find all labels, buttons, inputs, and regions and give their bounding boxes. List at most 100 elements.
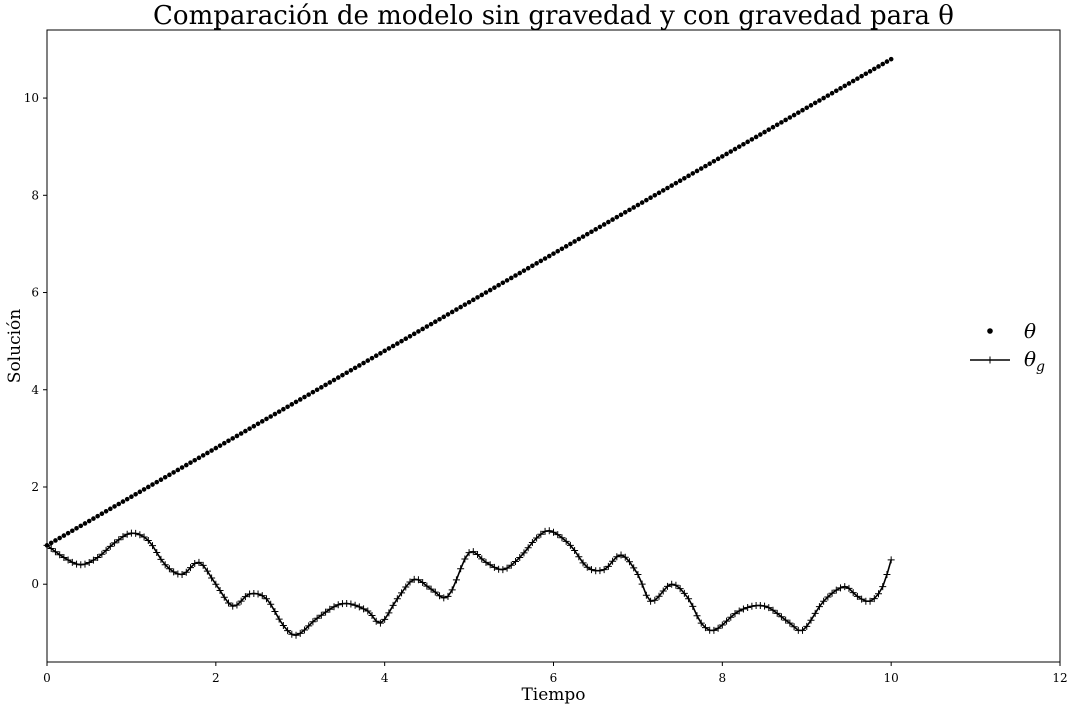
legend-theta-label: θ xyxy=(1024,319,1036,343)
theta-point xyxy=(821,95,826,101)
theta-point xyxy=(838,86,843,91)
theta-point xyxy=(644,197,649,203)
theta-point xyxy=(817,98,822,103)
theta-point xyxy=(146,484,151,490)
theta-point xyxy=(677,178,683,184)
theta-g-marker xyxy=(119,533,127,541)
legend-theta-marker xyxy=(987,328,993,334)
theta-point xyxy=(555,248,561,254)
theta-point xyxy=(707,161,712,166)
theta-point xyxy=(627,207,632,213)
theta-g-marker xyxy=(870,595,878,603)
theta-point xyxy=(487,287,493,293)
theta-point xyxy=(842,83,848,89)
theta-point xyxy=(880,61,886,67)
theta-g-marker xyxy=(651,596,659,604)
theta-point xyxy=(53,538,58,543)
theta-g-marker xyxy=(220,593,228,601)
theta-g-marker xyxy=(224,599,232,607)
theta-point xyxy=(753,134,759,140)
x-axis: 0 2 4 6 8 10 12 xyxy=(43,662,1068,685)
theta-g-marker xyxy=(537,530,545,538)
theta-g-marker xyxy=(642,591,650,599)
theta-g-marker xyxy=(469,548,477,556)
theta-g-marker xyxy=(554,531,562,539)
theta-point xyxy=(238,431,244,436)
theta-point xyxy=(424,324,430,329)
theta-g-marker xyxy=(258,592,266,600)
theta-point xyxy=(639,200,645,205)
theta-g-marker xyxy=(478,555,486,563)
series-theta-g xyxy=(43,527,895,639)
y-tick-label: 8 xyxy=(31,188,39,202)
theta-point xyxy=(57,535,62,541)
theta-point xyxy=(221,440,227,446)
theta-g-marker xyxy=(288,630,296,638)
theta-point xyxy=(192,457,198,463)
theta-point xyxy=(112,504,117,509)
theta-point xyxy=(703,163,708,169)
y-axis: 0 2 4 6 8 10 xyxy=(24,91,47,591)
theta-point xyxy=(213,445,219,451)
plot-frame xyxy=(46,29,1061,663)
theta-point xyxy=(504,278,510,283)
theta-g-marker xyxy=(841,583,849,591)
theta-point xyxy=(171,470,176,475)
theta-g-marker xyxy=(520,549,528,557)
theta-g-marker xyxy=(461,555,469,563)
legend-entry-theta-g: θg xyxy=(970,347,1045,375)
theta-g-marker xyxy=(279,622,287,630)
theta-point xyxy=(205,450,210,456)
theta-point xyxy=(331,377,337,383)
theta-point xyxy=(285,404,290,410)
theta-g-marker xyxy=(807,616,815,624)
theta-g-marker xyxy=(153,548,161,556)
y-tick-label: 0 xyxy=(31,577,39,591)
theta-g-marker xyxy=(85,558,93,566)
theta-point xyxy=(622,210,628,215)
theta-point xyxy=(800,107,805,113)
theta-g-marker xyxy=(799,626,807,634)
theta-g-marker xyxy=(769,606,777,614)
theta-g-marker xyxy=(423,582,431,590)
theta-point xyxy=(787,115,793,120)
theta-g-marker xyxy=(571,546,579,554)
theta-point xyxy=(500,280,506,286)
theta-point xyxy=(302,394,307,400)
theta-g-marker xyxy=(161,561,169,569)
theta-g-marker xyxy=(360,605,368,613)
theta-g-marker xyxy=(216,586,224,594)
theta-point xyxy=(694,168,700,174)
theta-point xyxy=(850,78,856,84)
theta-g-marker xyxy=(81,560,89,568)
series-layer xyxy=(43,56,895,639)
x-tick-label: 6 xyxy=(550,671,558,685)
theta-g-marker xyxy=(448,586,456,594)
theta-point xyxy=(382,348,387,354)
theta-g-marker xyxy=(322,608,330,616)
theta-point xyxy=(669,183,674,188)
x-tick-label: 10 xyxy=(884,671,899,685)
theta-g-marker xyxy=(761,602,769,610)
theta-g-marker xyxy=(144,536,152,544)
theta-point xyxy=(728,149,734,154)
chart-title: Comparación de modelo sin gravedad y con… xyxy=(153,1,954,31)
theta-point xyxy=(428,321,434,327)
theta-g-marker xyxy=(364,607,372,615)
theta-point xyxy=(521,268,527,273)
theta-g-marker xyxy=(300,626,308,634)
theta-point xyxy=(162,474,168,480)
theta-g-marker xyxy=(187,564,195,572)
theta-point xyxy=(310,389,316,395)
theta-g-marker xyxy=(170,568,178,576)
theta-point xyxy=(264,416,269,422)
theta-g-marker xyxy=(748,602,756,610)
theta-point xyxy=(86,518,92,524)
theta-g-marker xyxy=(296,629,304,637)
theta-point xyxy=(779,120,784,125)
theta-g-marker xyxy=(697,619,705,627)
y-axis-label: Solución xyxy=(5,309,25,383)
theta-point xyxy=(74,526,79,531)
theta-g-marker xyxy=(43,541,51,549)
theta-point xyxy=(403,336,409,342)
